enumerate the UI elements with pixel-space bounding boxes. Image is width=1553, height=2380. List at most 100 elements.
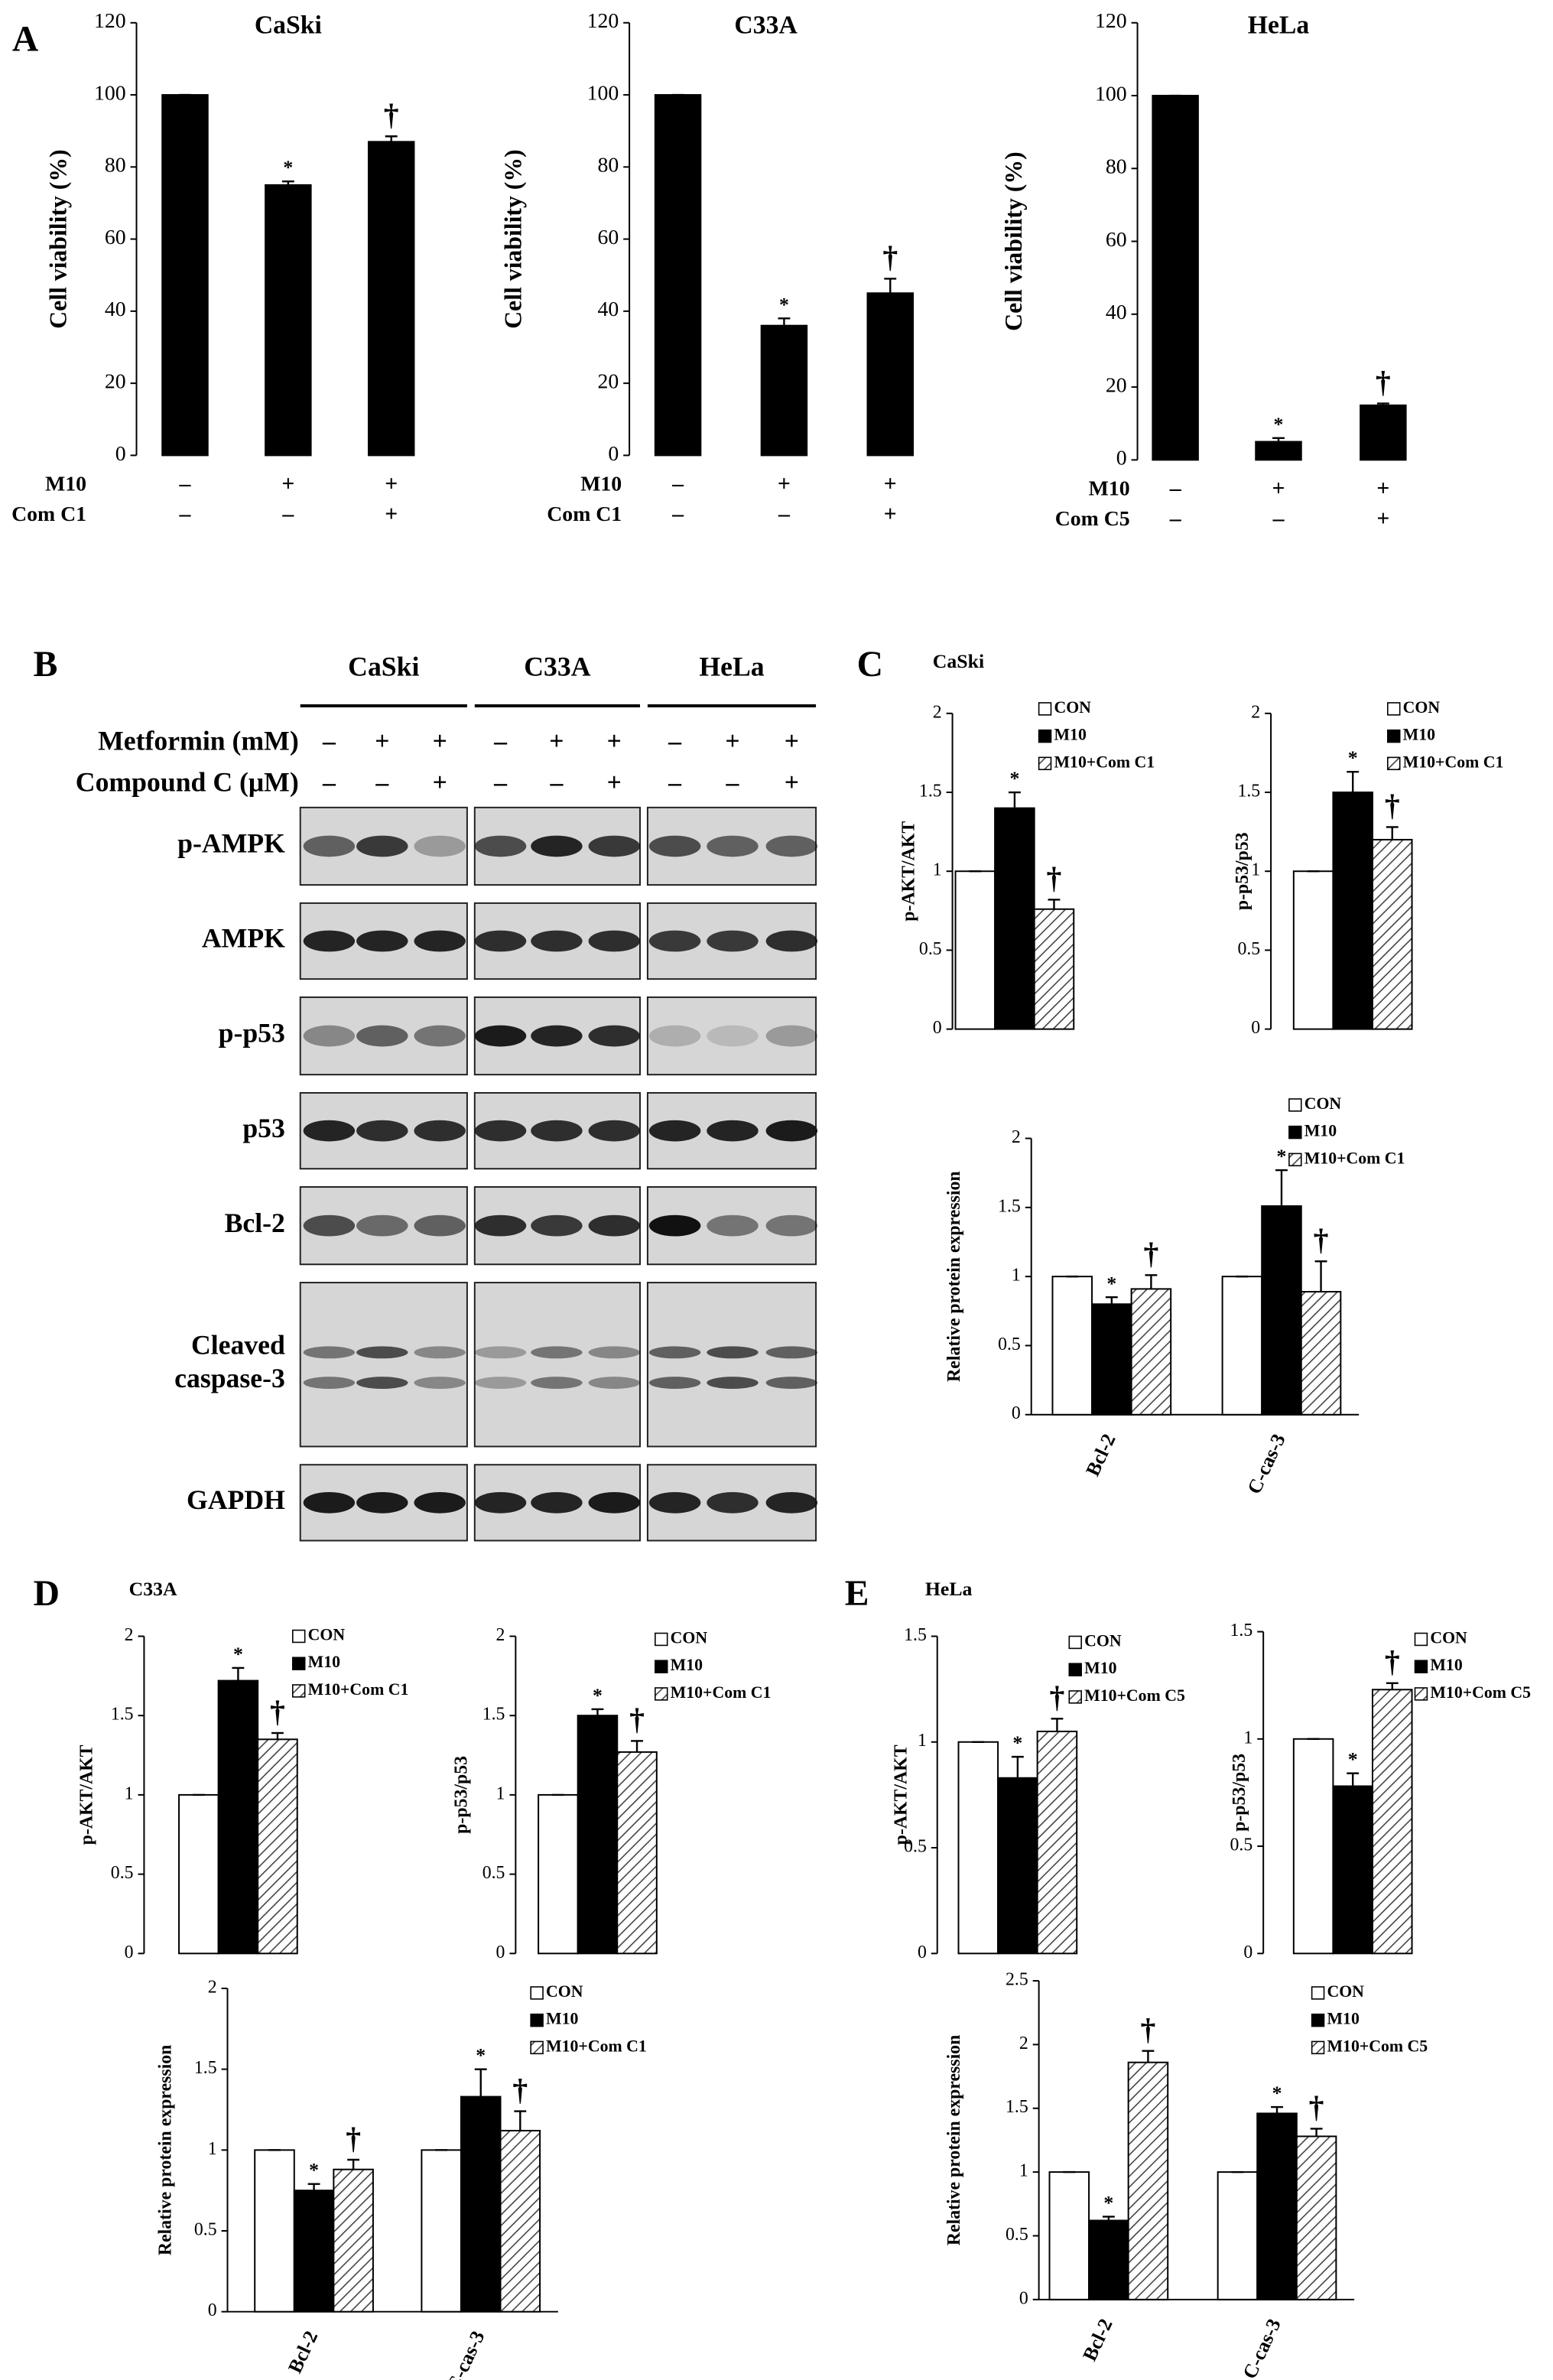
bar (333, 2168, 374, 2313)
significance-marker: * (1274, 413, 1284, 435)
blot-band (648, 1120, 701, 1142)
blot-band (414, 1214, 466, 1237)
condition-sign: + (884, 502, 897, 527)
condition-label: M10 (1089, 476, 1130, 500)
significance-marker: † (346, 2122, 361, 2155)
cell-line-label: HeLa (699, 651, 764, 681)
significance-marker: † (1047, 862, 1062, 896)
significance-marker: † (882, 241, 898, 275)
y-tick-label: 1 (208, 2139, 217, 2159)
legend-swatch (292, 1684, 306, 1698)
significance-marker: † (1141, 2013, 1156, 2047)
legend-label: M10 (1304, 1122, 1337, 1140)
y-tick-label: 0.5 (1230, 1835, 1253, 1855)
significance-marker: † (1314, 1224, 1329, 1257)
blot-band (588, 1025, 640, 1047)
y-tick-label: 0.5 (919, 939, 942, 959)
y-tick-label: 120 (1095, 9, 1127, 33)
bar (1048, 2171, 1090, 2300)
treatment-sign: – (493, 727, 508, 756)
legend-label: M10+Com C1 (1304, 1149, 1405, 1167)
y-axis-label: Relative protein expression (944, 1171, 964, 1382)
protein-label: p-AMPK (177, 828, 285, 859)
bar (421, 2149, 462, 2313)
condition-label: Com C1 (11, 502, 86, 526)
y-tick-label: 0 (496, 1943, 505, 1962)
y-tick-label: 0 (1243, 1943, 1252, 1962)
legend-label: M10+Com C1 (308, 1680, 409, 1699)
y-tick-label: 20 (597, 370, 619, 394)
blot-band (356, 1377, 408, 1389)
chart-title: CaSki (255, 11, 322, 39)
y-tick-label: 0 (208, 2300, 217, 2320)
bar (1051, 1276, 1093, 1416)
bar (1292, 870, 1334, 1030)
treatment-sign: – (726, 769, 740, 797)
bar (1261, 1205, 1302, 1416)
blot-band (356, 1120, 408, 1142)
blot-band (303, 1346, 356, 1359)
blot-band (303, 1491, 356, 1514)
bar (1033, 908, 1075, 1030)
blot-band (474, 1214, 527, 1237)
y-tick-label: 1.5 (998, 1196, 1021, 1216)
treatment-sign: + (549, 727, 564, 756)
legend-swatch (1387, 756, 1401, 771)
blot-band (303, 1025, 356, 1047)
bar (293, 2190, 335, 2313)
x-tick-label: Bcl-2 (284, 2327, 322, 2376)
legend-label: M10+Com C5 (1430, 1683, 1531, 1702)
y-tick-label: 2 (933, 702, 942, 722)
legend-label: M10 (1430, 1656, 1462, 1674)
protein-label: Cleaved (191, 1330, 285, 1361)
blot-band (531, 1214, 583, 1237)
legend-swatch (1288, 1153, 1302, 1167)
y-axis-label: Cell viability (%) (500, 149, 527, 329)
legend-swatch (1387, 729, 1401, 743)
blot-band (303, 1214, 356, 1237)
condition-sign: + (1376, 506, 1389, 532)
bar (866, 292, 914, 457)
blot-band (648, 835, 701, 857)
blot-band (588, 1491, 640, 1514)
significance-marker: * (233, 1643, 243, 1665)
y-tick-label: 0.5 (111, 1863, 134, 1883)
y-tick-label: 60 (597, 226, 619, 249)
blot-band (474, 930, 527, 952)
treatment-sign: + (725, 727, 739, 756)
legend-label: CON (1084, 1631, 1122, 1650)
y-tick-label: 1 (918, 1731, 927, 1751)
y-tick-label: 0.5 (1237, 939, 1260, 959)
blot-band (588, 930, 640, 952)
significance-marker: * (309, 2159, 319, 2181)
y-tick-label: 100 (587, 81, 619, 105)
condition-label: Com C5 (1055, 507, 1130, 531)
y-axis-label: p-AKT/AKT (77, 1744, 97, 1845)
blot-band (648, 930, 701, 952)
blot-band (531, 1377, 583, 1389)
y-tick-label: 1.5 (482, 1705, 505, 1725)
significance-marker: * (476, 2044, 486, 2066)
condition-sign: + (778, 471, 791, 496)
legend-swatch (1414, 1632, 1428, 1647)
treatment-sign: + (607, 727, 622, 756)
bar (994, 807, 1035, 1030)
legend-label: M10 (1084, 1659, 1116, 1677)
legend-label: M10+Com C5 (1084, 1686, 1185, 1705)
panel-label: A (12, 19, 39, 59)
blot-band (707, 1120, 759, 1142)
bar (499, 2129, 541, 2313)
blot-band (414, 1120, 466, 1142)
blot-band (356, 835, 408, 857)
blot-strip (299, 1282, 468, 1448)
treatment-sign: – (668, 769, 682, 797)
legend-label: M10 (1327, 2010, 1359, 2028)
treatment-sign: – (322, 769, 336, 797)
blot-band (588, 1346, 640, 1359)
blot-band (303, 835, 356, 857)
legend-label: M10+Com C1 (1403, 753, 1504, 771)
legend-label: M10+Com C1 (671, 1683, 772, 1702)
condition-sign: – (778, 502, 791, 527)
treatment-label: Metformin (mM) (98, 726, 299, 756)
blot-band (531, 1491, 583, 1514)
